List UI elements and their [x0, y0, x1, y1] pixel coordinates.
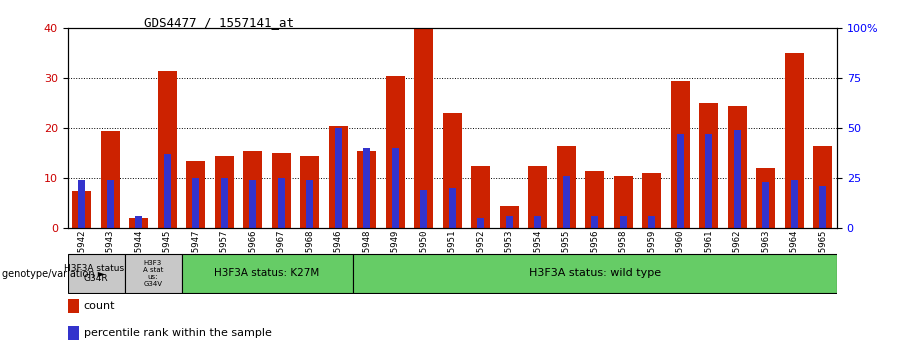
- Bar: [762, 182, 770, 228]
- Text: percentile rank within the sample: percentile rank within the sample: [84, 328, 272, 338]
- Bar: [534, 216, 542, 228]
- Bar: [363, 148, 371, 228]
- Bar: [614, 176, 633, 228]
- Text: count: count: [84, 301, 115, 311]
- Bar: [272, 153, 291, 228]
- Bar: [557, 146, 575, 228]
- Bar: [415, 28, 433, 228]
- FancyBboxPatch shape: [68, 254, 124, 293]
- Bar: [728, 106, 746, 228]
- Bar: [68, 299, 79, 313]
- Bar: [528, 166, 547, 228]
- Bar: [705, 134, 713, 228]
- Bar: [249, 180, 256, 228]
- Bar: [472, 166, 490, 228]
- Bar: [101, 131, 120, 228]
- Bar: [186, 161, 205, 228]
- Bar: [562, 176, 570, 228]
- Bar: [335, 129, 342, 228]
- Bar: [734, 130, 741, 228]
- Bar: [130, 218, 148, 228]
- Bar: [671, 81, 689, 228]
- Bar: [814, 146, 832, 228]
- Bar: [164, 154, 171, 228]
- Text: H3F3A status: K27M: H3F3A status: K27M: [214, 268, 320, 279]
- FancyBboxPatch shape: [182, 254, 353, 293]
- Bar: [757, 169, 775, 228]
- Bar: [301, 156, 319, 228]
- Text: H3F3
A stat
us:
G34V: H3F3 A stat us: G34V: [143, 260, 163, 287]
- Bar: [220, 178, 228, 228]
- Text: H3F3A status:
G34R: H3F3A status: G34R: [65, 264, 128, 283]
- Bar: [386, 76, 404, 228]
- Bar: [699, 103, 718, 228]
- Bar: [392, 148, 399, 228]
- Bar: [448, 188, 456, 228]
- Bar: [619, 216, 627, 228]
- Bar: [586, 171, 604, 228]
- FancyBboxPatch shape: [353, 254, 837, 293]
- Text: GDS4477 / 1557141_at: GDS4477 / 1557141_at: [144, 16, 294, 29]
- Bar: [643, 173, 661, 228]
- Bar: [500, 206, 518, 228]
- Bar: [677, 134, 684, 228]
- Bar: [306, 180, 313, 228]
- Bar: [78, 180, 86, 228]
- Bar: [68, 326, 79, 340]
- Bar: [329, 126, 347, 228]
- Bar: [443, 113, 462, 228]
- Bar: [106, 180, 114, 228]
- Bar: [192, 178, 200, 228]
- Bar: [357, 151, 376, 228]
- Bar: [277, 178, 285, 228]
- Bar: [73, 191, 91, 228]
- Bar: [506, 216, 513, 228]
- Text: genotype/variation ►: genotype/variation ►: [2, 269, 105, 279]
- Bar: [591, 216, 599, 228]
- FancyBboxPatch shape: [124, 254, 182, 293]
- Bar: [244, 151, 262, 228]
- Bar: [477, 218, 484, 228]
- Bar: [819, 186, 826, 228]
- Bar: [420, 190, 427, 228]
- Bar: [785, 53, 804, 228]
- Bar: [790, 180, 798, 228]
- Text: H3F3A status: wild type: H3F3A status: wild type: [528, 268, 661, 279]
- Bar: [215, 156, 233, 228]
- Bar: [135, 216, 142, 228]
- Bar: [158, 71, 176, 228]
- Bar: [648, 216, 655, 228]
